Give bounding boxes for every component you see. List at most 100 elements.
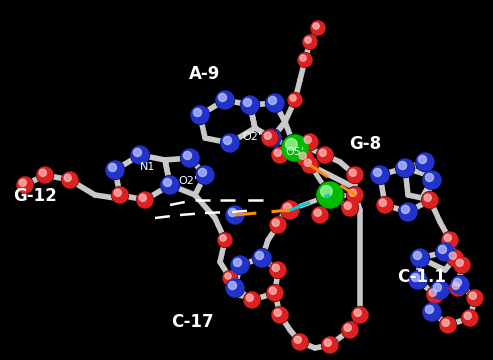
Circle shape <box>412 274 420 282</box>
Circle shape <box>433 283 442 292</box>
Circle shape <box>342 200 358 216</box>
Circle shape <box>352 307 368 323</box>
Text: C-17: C-17 <box>171 313 213 331</box>
Circle shape <box>270 262 286 278</box>
Circle shape <box>395 158 415 177</box>
Circle shape <box>270 217 286 233</box>
Circle shape <box>114 189 121 196</box>
Circle shape <box>19 179 26 186</box>
Circle shape <box>180 149 200 167</box>
Circle shape <box>241 95 259 114</box>
Circle shape <box>264 132 271 139</box>
Circle shape <box>319 149 326 156</box>
Circle shape <box>322 337 338 353</box>
Circle shape <box>344 324 352 331</box>
Circle shape <box>282 134 309 162</box>
Circle shape <box>134 148 141 157</box>
Circle shape <box>373 168 382 176</box>
Circle shape <box>268 96 277 104</box>
Circle shape <box>450 280 466 296</box>
Circle shape <box>64 174 71 181</box>
Circle shape <box>137 192 153 208</box>
Circle shape <box>377 197 393 213</box>
Circle shape <box>416 153 434 171</box>
Circle shape <box>262 130 279 147</box>
Circle shape <box>450 280 466 296</box>
Text: G-8: G-8 <box>349 135 381 153</box>
Circle shape <box>312 207 328 224</box>
Circle shape <box>62 172 78 188</box>
Circle shape <box>17 177 34 193</box>
Text: N1: N1 <box>140 162 156 172</box>
Circle shape <box>447 249 463 266</box>
Circle shape <box>411 249 429 267</box>
Circle shape <box>223 271 237 285</box>
Circle shape <box>226 206 245 224</box>
Circle shape <box>267 285 283 301</box>
Circle shape <box>303 35 317 49</box>
Circle shape <box>347 167 363 183</box>
Circle shape <box>371 166 389 184</box>
Circle shape <box>225 273 231 279</box>
Circle shape <box>297 150 313 166</box>
Circle shape <box>270 217 286 233</box>
Circle shape <box>281 201 299 219</box>
Circle shape <box>233 258 242 266</box>
Circle shape <box>193 108 202 117</box>
Circle shape <box>440 317 456 333</box>
Circle shape <box>401 206 410 213</box>
Circle shape <box>255 251 264 260</box>
Text: O2': O2' <box>242 132 261 142</box>
Circle shape <box>244 292 260 309</box>
Circle shape <box>291 334 309 350</box>
Circle shape <box>272 147 288 163</box>
Circle shape <box>430 280 450 300</box>
Circle shape <box>317 181 344 209</box>
Circle shape <box>317 147 333 163</box>
Circle shape <box>112 187 128 203</box>
Circle shape <box>312 207 328 223</box>
Circle shape <box>302 134 318 150</box>
Circle shape <box>263 129 281 147</box>
Circle shape <box>226 279 245 297</box>
Circle shape <box>427 287 443 303</box>
Circle shape <box>444 234 452 241</box>
Circle shape <box>299 152 306 159</box>
Circle shape <box>226 279 244 297</box>
Circle shape <box>287 93 302 107</box>
Circle shape <box>449 252 457 259</box>
Circle shape <box>424 194 431 201</box>
Text: O5': O5' <box>285 147 304 157</box>
Circle shape <box>469 292 476 300</box>
Circle shape <box>37 167 53 183</box>
Text: A-9: A-9 <box>189 65 220 83</box>
Circle shape <box>218 233 232 247</box>
Circle shape <box>436 243 454 261</box>
Circle shape <box>183 152 191 159</box>
Circle shape <box>324 339 331 346</box>
Circle shape <box>438 246 447 253</box>
Circle shape <box>263 129 282 148</box>
Circle shape <box>347 186 363 203</box>
Circle shape <box>300 55 306 61</box>
Circle shape <box>231 256 249 274</box>
Circle shape <box>270 262 286 278</box>
Circle shape <box>423 302 441 321</box>
Circle shape <box>223 136 232 144</box>
Circle shape <box>228 282 237 289</box>
Circle shape <box>272 147 288 163</box>
Circle shape <box>347 167 363 183</box>
Circle shape <box>191 105 210 125</box>
Circle shape <box>456 259 463 266</box>
Circle shape <box>266 94 284 112</box>
Circle shape <box>398 203 418 221</box>
Circle shape <box>462 310 478 326</box>
Circle shape <box>422 192 438 208</box>
Circle shape <box>396 159 414 177</box>
Circle shape <box>223 271 237 285</box>
Circle shape <box>442 319 449 327</box>
Circle shape <box>317 147 333 163</box>
Circle shape <box>241 96 259 114</box>
Text: C-1.1: C-1.1 <box>397 268 446 286</box>
Circle shape <box>342 322 358 338</box>
